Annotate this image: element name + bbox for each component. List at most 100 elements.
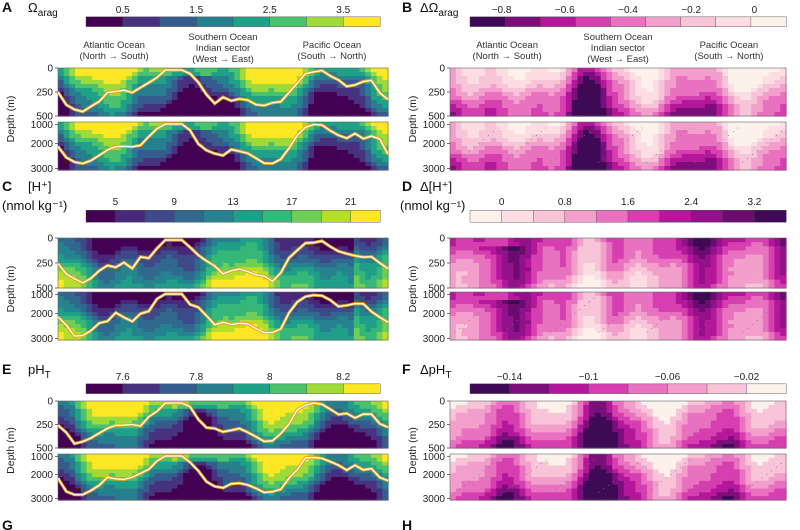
heatmap-cell (342, 246, 349, 252)
heatmap-cell (693, 76, 700, 81)
heatmap-cell (80, 242, 88, 247)
heatmap-cell (92, 316, 99, 321)
heatmap-cell (554, 134, 561, 139)
heatmap-cell (450, 76, 457, 81)
heatmap-cell (519, 238, 526, 243)
heatmap-cell (86, 100, 93, 105)
heatmap-cell (751, 96, 758, 101)
heatmap-cell (571, 162, 579, 167)
heatmap-cell (496, 88, 503, 93)
heatmap-cell (560, 162, 567, 167)
heatmap-cell (205, 332, 213, 337)
heatmap-cell (589, 68, 596, 73)
heatmap-cell (240, 104, 247, 109)
heatmap-cell (560, 142, 567, 147)
heatmap-cell (365, 312, 372, 317)
heatmap-cell (245, 263, 253, 268)
heatmap-cell (675, 126, 683, 131)
heatmap-cell (183, 92, 190, 97)
heatmap-cell (536, 134, 544, 139)
heatmap-cell (296, 138, 304, 143)
heatmap-cell (502, 162, 509, 167)
heatmap-cell (542, 88, 550, 93)
heatmap-cell (308, 336, 315, 341)
heatmap-cell (768, 263, 776, 268)
heatmap-cell (131, 80, 139, 85)
heatmap-cell (211, 166, 218, 171)
heatmap-cell (513, 158, 521, 163)
heatmap-cell (571, 279, 579, 285)
heatmap-cell (188, 283, 196, 289)
heatmap-cell (658, 104, 665, 109)
heatmap-cell (109, 154, 116, 159)
heatmap-cell (109, 267, 116, 272)
heatmap-cell (757, 72, 764, 77)
heatmap-cell (177, 84, 184, 89)
heatmap-cell (63, 300, 70, 305)
heatmap-cell (114, 283, 122, 289)
heatmap-cell (285, 238, 292, 243)
heatmap-cell (251, 242, 258, 247)
heatmap-cell (733, 158, 741, 163)
panel-label: B (402, 0, 412, 15)
heatmap-cell (681, 238, 689, 243)
region-name: Southern Ocean (583, 32, 652, 43)
heatmap-cell (92, 312, 99, 317)
heatmap-cell (641, 166, 648, 171)
colorbar-tick-label: 1.6 (621, 197, 635, 208)
heatmap-cell (211, 238, 218, 243)
heatmap-cell (69, 142, 76, 147)
heatmap-cell (223, 246, 230, 252)
heatmap-cell (279, 332, 287, 337)
heatmap-cell (606, 154, 613, 159)
heatmap-cell (687, 104, 694, 109)
heatmap-cell (370, 142, 378, 147)
heatmap-cell (302, 100, 309, 105)
heatmap-cell (75, 312, 82, 317)
heatmap-cell (473, 263, 480, 268)
heatmap-cell (160, 76, 167, 81)
heatmap-cell (571, 275, 579, 281)
heatmap-cell (120, 96, 127, 101)
heatmap-cell (525, 166, 532, 171)
heatmap-cell (251, 328, 258, 333)
heatmap-cell (623, 150, 631, 155)
heatmap-cell (699, 84, 706, 89)
heatmap-cell (687, 92, 694, 97)
heatmap-cell (223, 332, 230, 337)
heatmap-cell (594, 100, 602, 105)
heatmap-cell (211, 254, 218, 260)
heatmap-cell (80, 267, 88, 272)
heatmap-cell (240, 126, 247, 131)
heatmap-cell (525, 134, 532, 139)
heatmap-cell (490, 158, 497, 163)
heatmap-cell (262, 68, 270, 73)
heatmap-cell (171, 108, 179, 113)
heatmap-cell (109, 100, 116, 105)
heatmap-cell (149, 312, 156, 317)
heatmap-cell (166, 275, 173, 281)
heatmap-cell (594, 68, 602, 73)
heatmap-cell (359, 142, 366, 147)
heatmap-cell (97, 254, 105, 260)
heatmap-cell (623, 166, 631, 171)
heatmap-cell (728, 76, 735, 81)
heatmap-cell (234, 112, 241, 117)
heatmap-cell (143, 88, 150, 93)
heatmap-cell (314, 126, 321, 131)
heatmap-cell (577, 108, 584, 113)
heatmap-cell (450, 126, 457, 131)
heatmap-cell (757, 162, 764, 167)
heatmap-cell (154, 84, 162, 89)
heatmap-cell (693, 254, 700, 260)
heatmap-cell (618, 80, 625, 85)
heatmap-cell (291, 238, 298, 243)
heatmap-cell (365, 138, 372, 143)
heatmap-cell (217, 134, 224, 139)
heatmap-cell (478, 271, 486, 277)
heatmap-cell (114, 292, 122, 297)
heatmap-cell (716, 134, 723, 139)
heatmap-cell (342, 88, 349, 93)
heatmap-cell (382, 104, 389, 109)
heatmap-cell (97, 138, 105, 143)
